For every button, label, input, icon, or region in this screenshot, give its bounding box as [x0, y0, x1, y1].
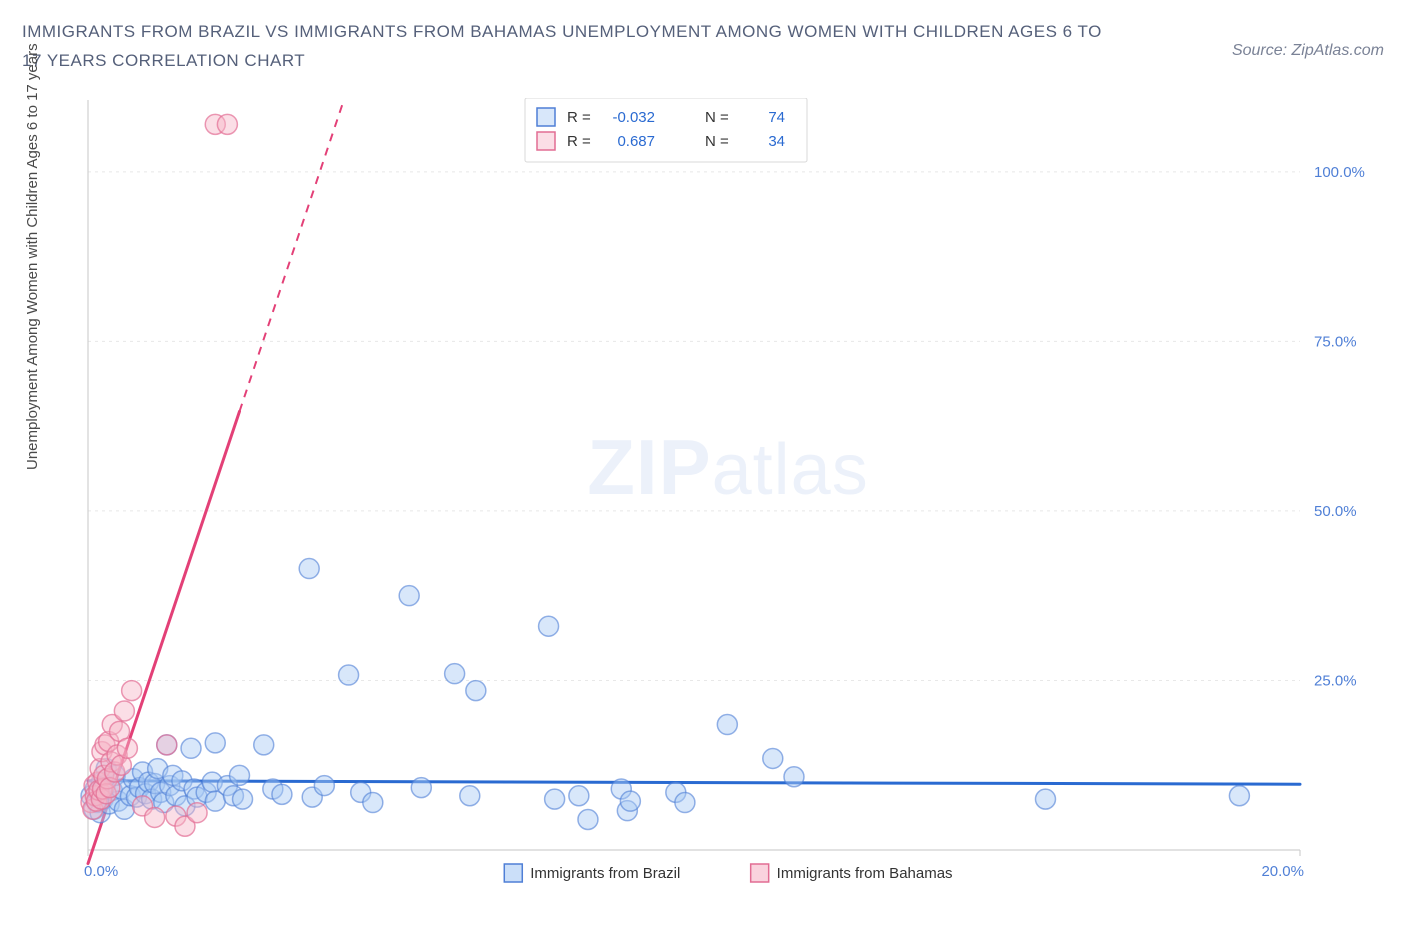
svg-text:74: 74	[768, 109, 785, 126]
svg-text:34: 34	[768, 133, 785, 150]
chart-title: IMMIGRANTS FROM BRAZIL VS IMMIGRANTS FRO…	[22, 18, 1122, 76]
title-bar: IMMIGRANTS FROM BRAZIL VS IMMIGRANTS FRO…	[0, 0, 1406, 76]
y-axis-label: Unemployment Among Women with Children A…	[24, 43, 41, 470]
svg-text:N =: N =	[705, 109, 729, 126]
svg-text:75.0%: 75.0%	[1314, 333, 1357, 350]
svg-text:Immigrants from Brazil: Immigrants from Brazil	[530, 865, 680, 882]
svg-text:Immigrants from Bahamas: Immigrants from Bahamas	[777, 865, 953, 882]
svg-text:50.0%: 50.0%	[1314, 503, 1357, 520]
svg-text:100.0%: 100.0%	[1314, 164, 1365, 181]
svg-text:25.0%: 25.0%	[1314, 672, 1357, 689]
svg-text:-0.032: -0.032	[612, 109, 655, 126]
plot-svg: ZIPatlas 25.0% 50.0% 75.0% 100.0% 0.0% 20.0% R …	[70, 98, 1386, 890]
svg-text:R =: R =	[567, 109, 591, 126]
svg-text:N =: N =	[705, 133, 729, 150]
svg-text:ZIPatlas: ZIPatlas	[587, 423, 868, 511]
svg-text:0.687: 0.687	[617, 133, 655, 150]
svg-text:R =: R =	[567, 133, 591, 150]
scatter-plot: ZIPatlas 25.0% 50.0% 75.0% 100.0% 0.0% 20.0% R …	[70, 98, 1386, 890]
svg-text:20.0%: 20.0%	[1261, 863, 1304, 880]
source-label: Source: ZipAtlas.com	[1232, 18, 1384, 60]
svg-text:0.0%: 0.0%	[84, 863, 118, 880]
